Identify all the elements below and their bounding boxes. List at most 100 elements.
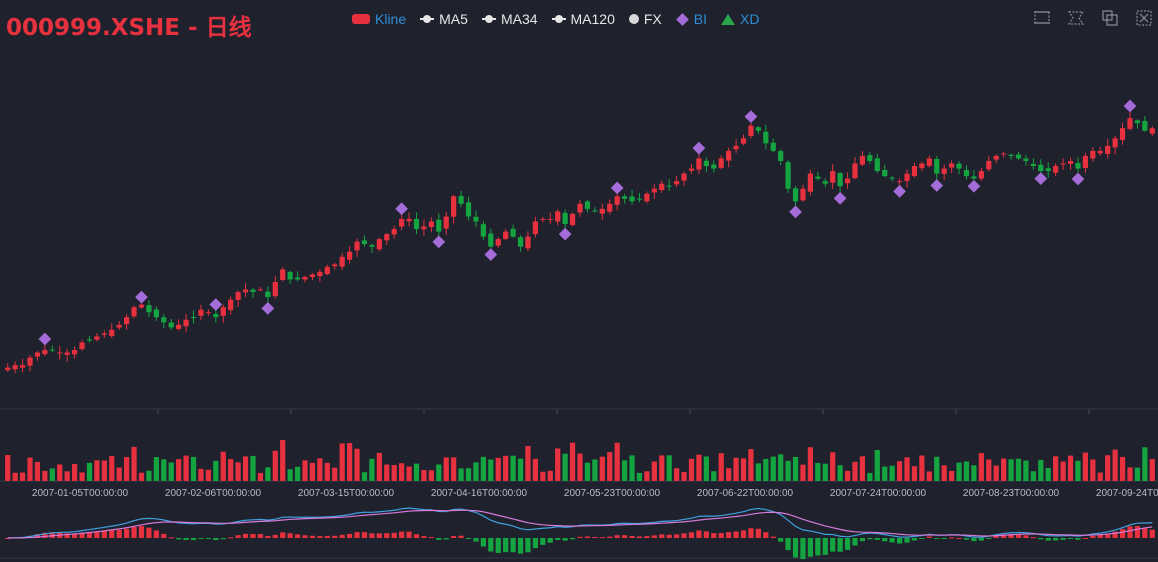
macd-histogram-bar bbox=[1119, 529, 1126, 538]
volume-bar bbox=[659, 455, 665, 481]
volume-bar bbox=[837, 465, 843, 481]
volume-bar bbox=[755, 463, 761, 481]
legend-item-ma5[interactable]: MA5 bbox=[420, 11, 468, 27]
volume-bar bbox=[614, 442, 620, 481]
volume-bar bbox=[926, 471, 932, 481]
volume-bar bbox=[421, 470, 427, 481]
legend-item-fx[interactable]: FX bbox=[628, 11, 662, 27]
candle-body bbox=[339, 256, 345, 267]
macd-histogram-bar bbox=[413, 534, 420, 538]
zoom-reset-icon[interactable] bbox=[1066, 8, 1088, 28]
volume-bar bbox=[674, 468, 680, 481]
bi-marker bbox=[744, 110, 758, 123]
legend-item-ma120[interactable]: MA120 bbox=[551, 11, 615, 27]
volume-bar bbox=[413, 463, 420, 481]
candle-body bbox=[1090, 150, 1096, 159]
candle-body bbox=[1038, 164, 1044, 172]
volume-bar bbox=[1075, 460, 1081, 481]
candle-body bbox=[354, 241, 360, 251]
macd-histogram-bar bbox=[1127, 526, 1133, 538]
volume-bar bbox=[213, 460, 219, 481]
macd-histogram-bar bbox=[978, 538, 984, 541]
legend-item-kline[interactable]: Kline bbox=[352, 11, 406, 27]
volume-bar bbox=[346, 443, 353, 481]
volume-bar bbox=[1067, 455, 1074, 481]
clear-icon[interactable] bbox=[1134, 8, 1156, 28]
macd-histogram-bar bbox=[190, 538, 197, 541]
volume-bar bbox=[904, 457, 910, 481]
volume-bar bbox=[228, 459, 234, 481]
macd-histogram-bar bbox=[302, 535, 308, 538]
bi-marker bbox=[833, 191, 847, 205]
macd-histogram-bar bbox=[763, 532, 769, 538]
macd-histogram-bar bbox=[555, 538, 561, 540]
legend-item-bi[interactable]: BI bbox=[675, 11, 707, 27]
candle-body bbox=[131, 307, 137, 317]
macd-histogram-bar bbox=[205, 538, 211, 539]
macd-histogram-bar bbox=[882, 538, 888, 542]
macd-histogram-bar bbox=[681, 533, 687, 538]
candle-body bbox=[1112, 138, 1118, 148]
macd-histogram-bar bbox=[874, 538, 880, 540]
candle-body bbox=[190, 316, 197, 318]
candle-body bbox=[205, 312, 211, 314]
restore-icon[interactable] bbox=[1100, 8, 1122, 28]
bi-marker bbox=[38, 332, 52, 346]
candle-body bbox=[458, 195, 464, 204]
macd-histogram-bar bbox=[109, 530, 115, 538]
macd-histogram-bar bbox=[607, 536, 613, 538]
candle-body bbox=[391, 229, 397, 235]
candle-body bbox=[168, 322, 174, 328]
volume-bar bbox=[941, 465, 947, 481]
macd-histogram-bar bbox=[807, 538, 814, 557]
volume-bar bbox=[993, 465, 999, 481]
macd-histogram-bar bbox=[272, 534, 278, 538]
volume-bar bbox=[265, 467, 271, 481]
volume-bar bbox=[57, 464, 63, 481]
volume-bar bbox=[1127, 467, 1133, 481]
volume-bar bbox=[748, 449, 754, 481]
volume-bar bbox=[138, 472, 145, 481]
macd-histogram-bar bbox=[1023, 535, 1029, 538]
legend-item-xd[interactable]: XD bbox=[721, 11, 759, 27]
volume-bar bbox=[34, 462, 41, 481]
candle-body bbox=[183, 319, 189, 327]
macd-histogram-bar bbox=[963, 538, 970, 540]
candle-body bbox=[413, 218, 420, 230]
volume-bar bbox=[733, 457, 739, 481]
volume-bar bbox=[406, 466, 412, 481]
candle-body bbox=[584, 201, 591, 209]
macd-histogram-bar bbox=[451, 535, 457, 538]
volume-bar bbox=[822, 463, 828, 481]
volume-bar bbox=[726, 468, 732, 481]
candle-body bbox=[213, 313, 219, 318]
macd-histogram-bar bbox=[844, 538, 851, 550]
candle-body bbox=[86, 339, 93, 341]
bi-marker bbox=[484, 248, 498, 261]
macd-histogram-bar bbox=[1053, 538, 1059, 541]
macd-histogram-bar bbox=[242, 533, 249, 538]
volume-bar bbox=[309, 462, 316, 481]
candle-body bbox=[785, 162, 791, 189]
candle-body bbox=[569, 213, 576, 226]
candle-body bbox=[636, 198, 643, 200]
volume-bar bbox=[49, 468, 55, 481]
volume-bar bbox=[27, 457, 33, 481]
macd-histogram-bar bbox=[332, 535, 338, 538]
volume-bar bbox=[1015, 458, 1022, 481]
candle-body bbox=[421, 226, 427, 230]
volume-bar bbox=[79, 472, 85, 481]
candle-body bbox=[800, 188, 806, 201]
macd-histogram-bar bbox=[1045, 538, 1051, 541]
legend-label-ma34: MA34 bbox=[500, 11, 538, 27]
volume-bar bbox=[651, 461, 657, 481]
macd-histogram-bar bbox=[257, 534, 264, 538]
volume-bar bbox=[488, 459, 494, 481]
macd-histogram-bar bbox=[755, 528, 761, 538]
zoom-icon[interactable] bbox=[1032, 8, 1054, 28]
volume-bar bbox=[621, 460, 628, 481]
volume-bar bbox=[272, 450, 278, 481]
macd-histogram-bar bbox=[138, 526, 145, 538]
legend-item-ma34[interactable]: MA34 bbox=[481, 11, 538, 27]
candle-body bbox=[703, 160, 709, 167]
